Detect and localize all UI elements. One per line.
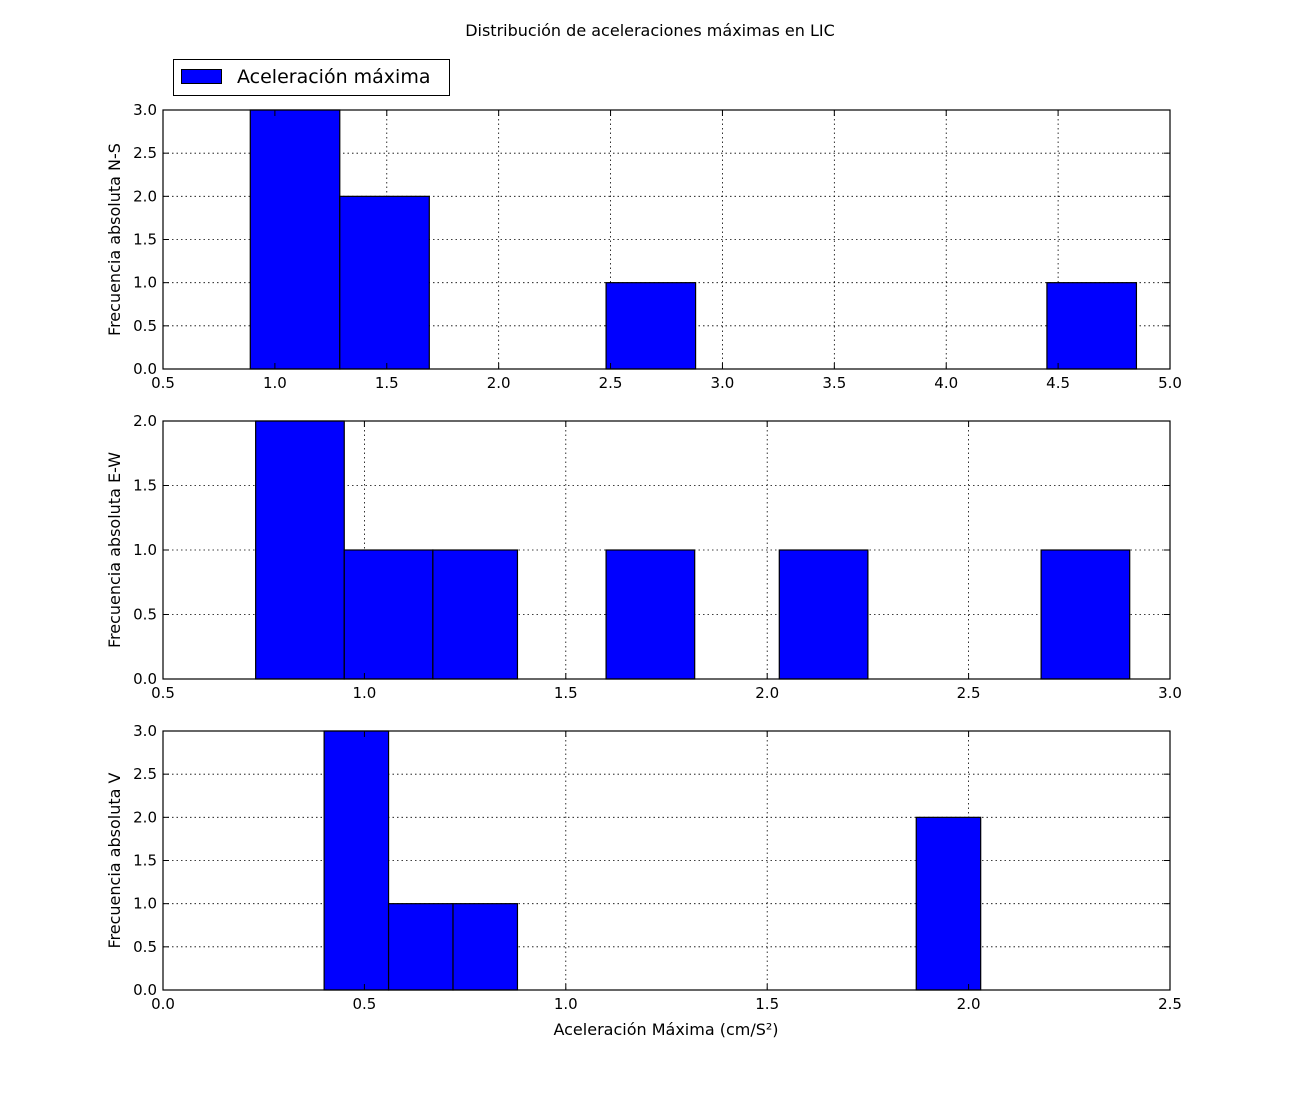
x-tick-label: 1.5 [375, 374, 399, 392]
x-tick-label: 2.5 [599, 374, 623, 392]
histogram-bar [249, 109, 341, 370]
y-tick-label: 1.0 [133, 541, 157, 559]
subplot-3: 0.0 0.5 1.0 1.5 2.0 2.5 0.0 0.5 1.0 1.5 2.0 2.5 3.0 F… [105, 722, 1182, 1013]
y-tick-label: 1.5 [133, 852, 157, 870]
x-tick-label: 1.5 [755, 995, 779, 1013]
y-tick-label: 2.5 [133, 144, 157, 162]
y-tick-label: 1.0 [133, 895, 157, 913]
histogram-bar [387, 903, 454, 991]
histogram-bar [1046, 282, 1138, 370]
x-tick-label: 3.0 [1158, 684, 1182, 702]
y-tick-label: 2.0 [133, 808, 157, 826]
x-tick-label: 1.5 [554, 684, 578, 702]
y-tick-label: 0.0 [133, 670, 157, 688]
histogram-bar [915, 816, 982, 991]
histogram-bar [1040, 549, 1131, 680]
y-tick-label: 1.5 [133, 477, 157, 495]
y-tick-label: 2.0 [133, 412, 157, 430]
histogram-bar [605, 282, 697, 370]
x-tick-label: 2.0 [957, 995, 981, 1013]
y-tick-label: 3.0 [133, 101, 157, 119]
y-tick-label: 3.0 [133, 722, 157, 740]
subplot-1: 0.5 1.0 1.5 2.0 2.5 3.0 3.5 4.0 4.5 5.00.00.51.01… [105, 101, 1182, 392]
histogram-bar [339, 195, 430, 370]
histogram-bar [255, 420, 345, 680]
x-tick-label: 0.5 [151, 684, 175, 702]
x-tick-label: 4.5 [1046, 374, 1070, 392]
y-tick-label: 0.5 [133, 606, 157, 624]
x-tick-label: 3.5 [822, 374, 846, 392]
x-tick-label: 1.0 [263, 374, 287, 392]
x-tick-label: 0.0 [151, 995, 175, 1013]
histogram-bar [343, 549, 434, 680]
x-tick-label: 2.0 [487, 374, 511, 392]
x-tick-label: 0.5 [151, 374, 175, 392]
chart-title: Distribución de aceleraciones máximas en… [465, 21, 835, 40]
y-tick-label: 2.0 [133, 187, 157, 205]
x-tick-label: 2.5 [957, 684, 981, 702]
x-tick-label: 4.0 [934, 374, 958, 392]
x-tick-label: 0.5 [352, 995, 376, 1013]
y-axis-label: Frecuencia absoluta E-W [105, 452, 124, 648]
y-axis-label: Frecuencia absoluta V [105, 772, 124, 948]
histogram-bar [778, 549, 869, 680]
subplots: 0.5 1.0 1.5 2.0 2.5 3.0 3.5 4.0 4.5 5.00.00.51.01… [105, 101, 1182, 1013]
histogram-bar [432, 549, 519, 680]
x-tick-label: 2.0 [755, 684, 779, 702]
histogram-bar [605, 549, 696, 680]
legend-label: Aceleración máxima [237, 66, 430, 88]
y-tick-label: 1.5 [133, 231, 157, 249]
y-tick-label: 0.0 [133, 981, 157, 999]
subplot-2: 0.5 1.0 1.5 2.0 2.5 3.00.00.51.01.52.0Frecuen… [105, 412, 1182, 702]
y-tick-label: 1.0 [133, 274, 157, 292]
x-tick-label: 1.0 [352, 684, 376, 702]
x-tick-label: 2.5 [1158, 995, 1182, 1013]
x-tick-label: 5.0 [1158, 374, 1182, 392]
y-tick-label: 0.5 [133, 317, 157, 335]
x-tick-label: 1.0 [554, 995, 578, 1013]
histogram-bar [323, 730, 390, 991]
grid [162, 730, 1171, 991]
histogram-bar [452, 903, 519, 991]
y-tick-label: 0.0 [133, 360, 157, 378]
legend: Aceleración máxima [173, 59, 450, 96]
x-axis-label: Aceleración Máxima (cm/S²) [553, 1020, 778, 1039]
y-axis-label: Frecuencia absoluta N-S [105, 143, 124, 336]
legend-swatch [181, 69, 222, 84]
y-tick-label: 2.5 [133, 765, 157, 783]
y-tick-label: 0.5 [133, 938, 157, 956]
x-tick-label: 3.0 [711, 374, 735, 392]
